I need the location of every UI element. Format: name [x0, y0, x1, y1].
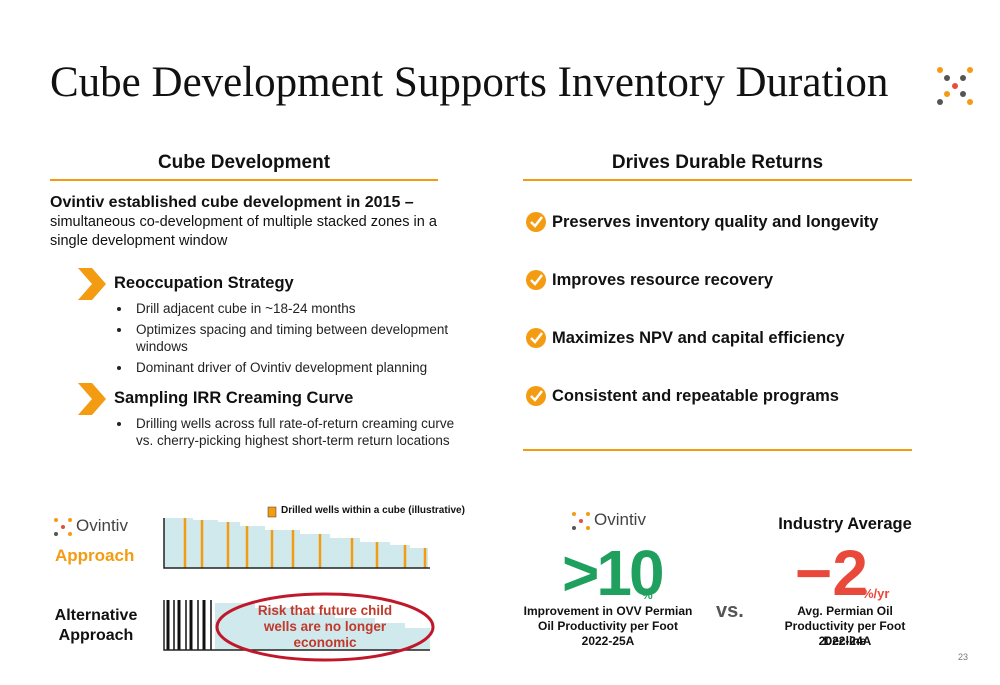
chevron — [78, 383, 106, 415]
page-number: 23 — [958, 652, 969, 662]
bullet-list: Drill adjacent cube in ~18-24 months Opt… — [114, 300, 462, 380]
check-icons — [526, 212, 546, 406]
left-heading: Cube Development — [157, 152, 331, 173]
legend-swatch — [267, 506, 277, 518]
industry-unit: %/yr — [862, 586, 890, 601]
bullet: Optimizes spacing and timing between dev… — [132, 321, 462, 355]
benefit: Maximizes NPV and capital efficiency — [552, 329, 845, 347]
vs-label: vs. — [716, 600, 744, 622]
legend-label: Drilled wells within a cube (illustrativ… — [281, 505, 465, 516]
industry-period: 2022-24A — [818, 634, 872, 648]
risk-note: Risk that future child wells are no long… — [257, 603, 393, 650]
approach-label: Approach — [55, 546, 135, 565]
benefit: Preserves inventory quality and longevit… — [552, 213, 879, 231]
ovintiv-logo-mark — [54, 512, 590, 536]
intro: Ovintiv established cube development in … — [50, 193, 450, 251]
ovintiv-value: >10 — [562, 537, 665, 609]
ovintiv-period: 2022-25A — [581, 634, 635, 648]
benefit: Improves resource recovery — [552, 271, 774, 289]
chevron — [78, 268, 106, 300]
alternative-cube-illustration — [163, 592, 435, 662]
section-title: Reoccupation Strategy — [114, 274, 294, 292]
industry-description: Avg. Permian Oil Productivity per Foot D… — [784, 604, 906, 648]
ovintiv-cube-illustration — [163, 518, 430, 569]
industry-value: −2 — [795, 537, 868, 609]
ovintiv-unit: % — [642, 588, 653, 602]
intro-bold: Ovintiv established cube development in … — [50, 194, 414, 211]
bullet: Dominant driver of Ovintiv development p… — [132, 359, 462, 376]
bullet: Drill adjacent cube in ~18-24 months — [132, 300, 462, 317]
alternative-label: Alternative Approach — [54, 607, 138, 644]
right-heading: Drives Durable Returns — [611, 152, 824, 173]
slide-title: Cube Development Supports Inventory Dura… — [50, 59, 889, 106]
ovintiv-logo: Ovintiv — [76, 516, 128, 535]
section-title: Sampling IRR Creaming Curve — [114, 389, 354, 407]
industry-title: Industry Average — [778, 515, 912, 533]
benefit: Consistent and repeatable programs — [552, 387, 839, 405]
ovintiv-logo: Ovintiv — [594, 510, 646, 529]
ovintiv-description: Improvement in OVV Permian Oil Productiv… — [523, 604, 693, 633]
bullet-list: Drilling wells across full rate-of-retur… — [114, 415, 472, 453]
bullet: Drilling wells across full rate-of-retur… — [132, 415, 472, 449]
logo-mark — [937, 67, 973, 105]
intro-text: simultaneous co-development of multiple … — [50, 214, 437, 249]
